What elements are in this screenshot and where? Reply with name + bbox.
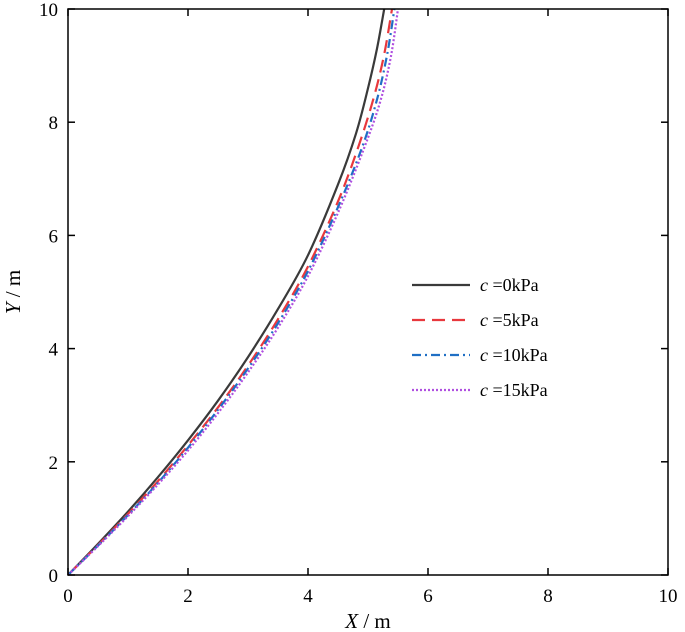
y-axis-label: Y / m	[1, 270, 25, 314]
y-tick-label: 8	[49, 113, 59, 134]
y-tick-label: 0	[49, 566, 59, 587]
legend-var: c	[480, 275, 488, 295]
legend-var: c	[480, 345, 488, 365]
y-tick-label: 4	[49, 340, 59, 361]
series-line-1	[67, 8, 394, 576]
series-layer	[67, 8, 400, 576]
legend-value: =10kPa	[488, 345, 548, 365]
y-tick-label: 2	[49, 453, 59, 474]
y-axis-var: Y	[1, 300, 25, 314]
x-tick-label: 2	[183, 586, 193, 607]
legend-value: =0kPa	[488, 275, 539, 295]
legend-label-1: c =5kPa	[480, 310, 539, 330]
x-tick-label: 8	[543, 586, 553, 607]
plot-frame	[67, 8, 669, 576]
x-tick-label: 4	[303, 586, 313, 607]
legend-label-3: c =15kPa	[480, 380, 548, 400]
x-tick-label: 10	[659, 586, 678, 607]
series-line-2	[67, 8, 396, 576]
x-tick-label: 0	[63, 586, 73, 607]
x-axis-var: X	[344, 609, 359, 632]
x-axis-label: X / m	[344, 609, 391, 632]
legend-var: c	[480, 310, 488, 330]
series-line-0	[67, 8, 386, 576]
legend-var: c	[480, 380, 488, 400]
legend-label-2: c =10kPa	[480, 345, 548, 365]
legend-label-0: c =0kPa	[480, 275, 539, 295]
y-tick-label: 6	[49, 226, 59, 247]
series-line-3	[67, 8, 400, 576]
y-axis-unit: / m	[1, 270, 25, 303]
y-tick-label: 10	[39, 0, 58, 21]
x-tick-label: 6	[423, 586, 433, 607]
x-axis-unit: / m	[358, 609, 391, 632]
legend-value: =5kPa	[488, 310, 539, 330]
legend-value: =15kPa	[488, 380, 548, 400]
